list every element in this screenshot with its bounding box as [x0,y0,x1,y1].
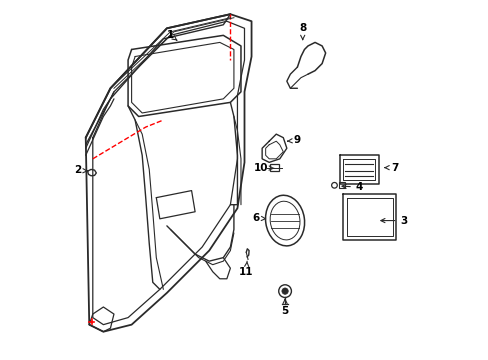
Text: 10: 10 [254,163,274,173]
Text: 4: 4 [341,182,363,192]
Text: 11: 11 [239,261,253,277]
Bar [338,182,345,189]
Text: 7: 7 [384,163,397,173]
Text: 6: 6 [252,213,265,223]
Text: 3: 3 [380,216,407,226]
Text: 1: 1 [166,30,177,40]
Text: 8: 8 [299,23,305,40]
Bar [269,165,278,171]
Text: 9: 9 [287,135,300,145]
Circle shape [281,288,287,294]
Text: 2: 2 [74,166,87,175]
Text: 5: 5 [281,299,288,315]
